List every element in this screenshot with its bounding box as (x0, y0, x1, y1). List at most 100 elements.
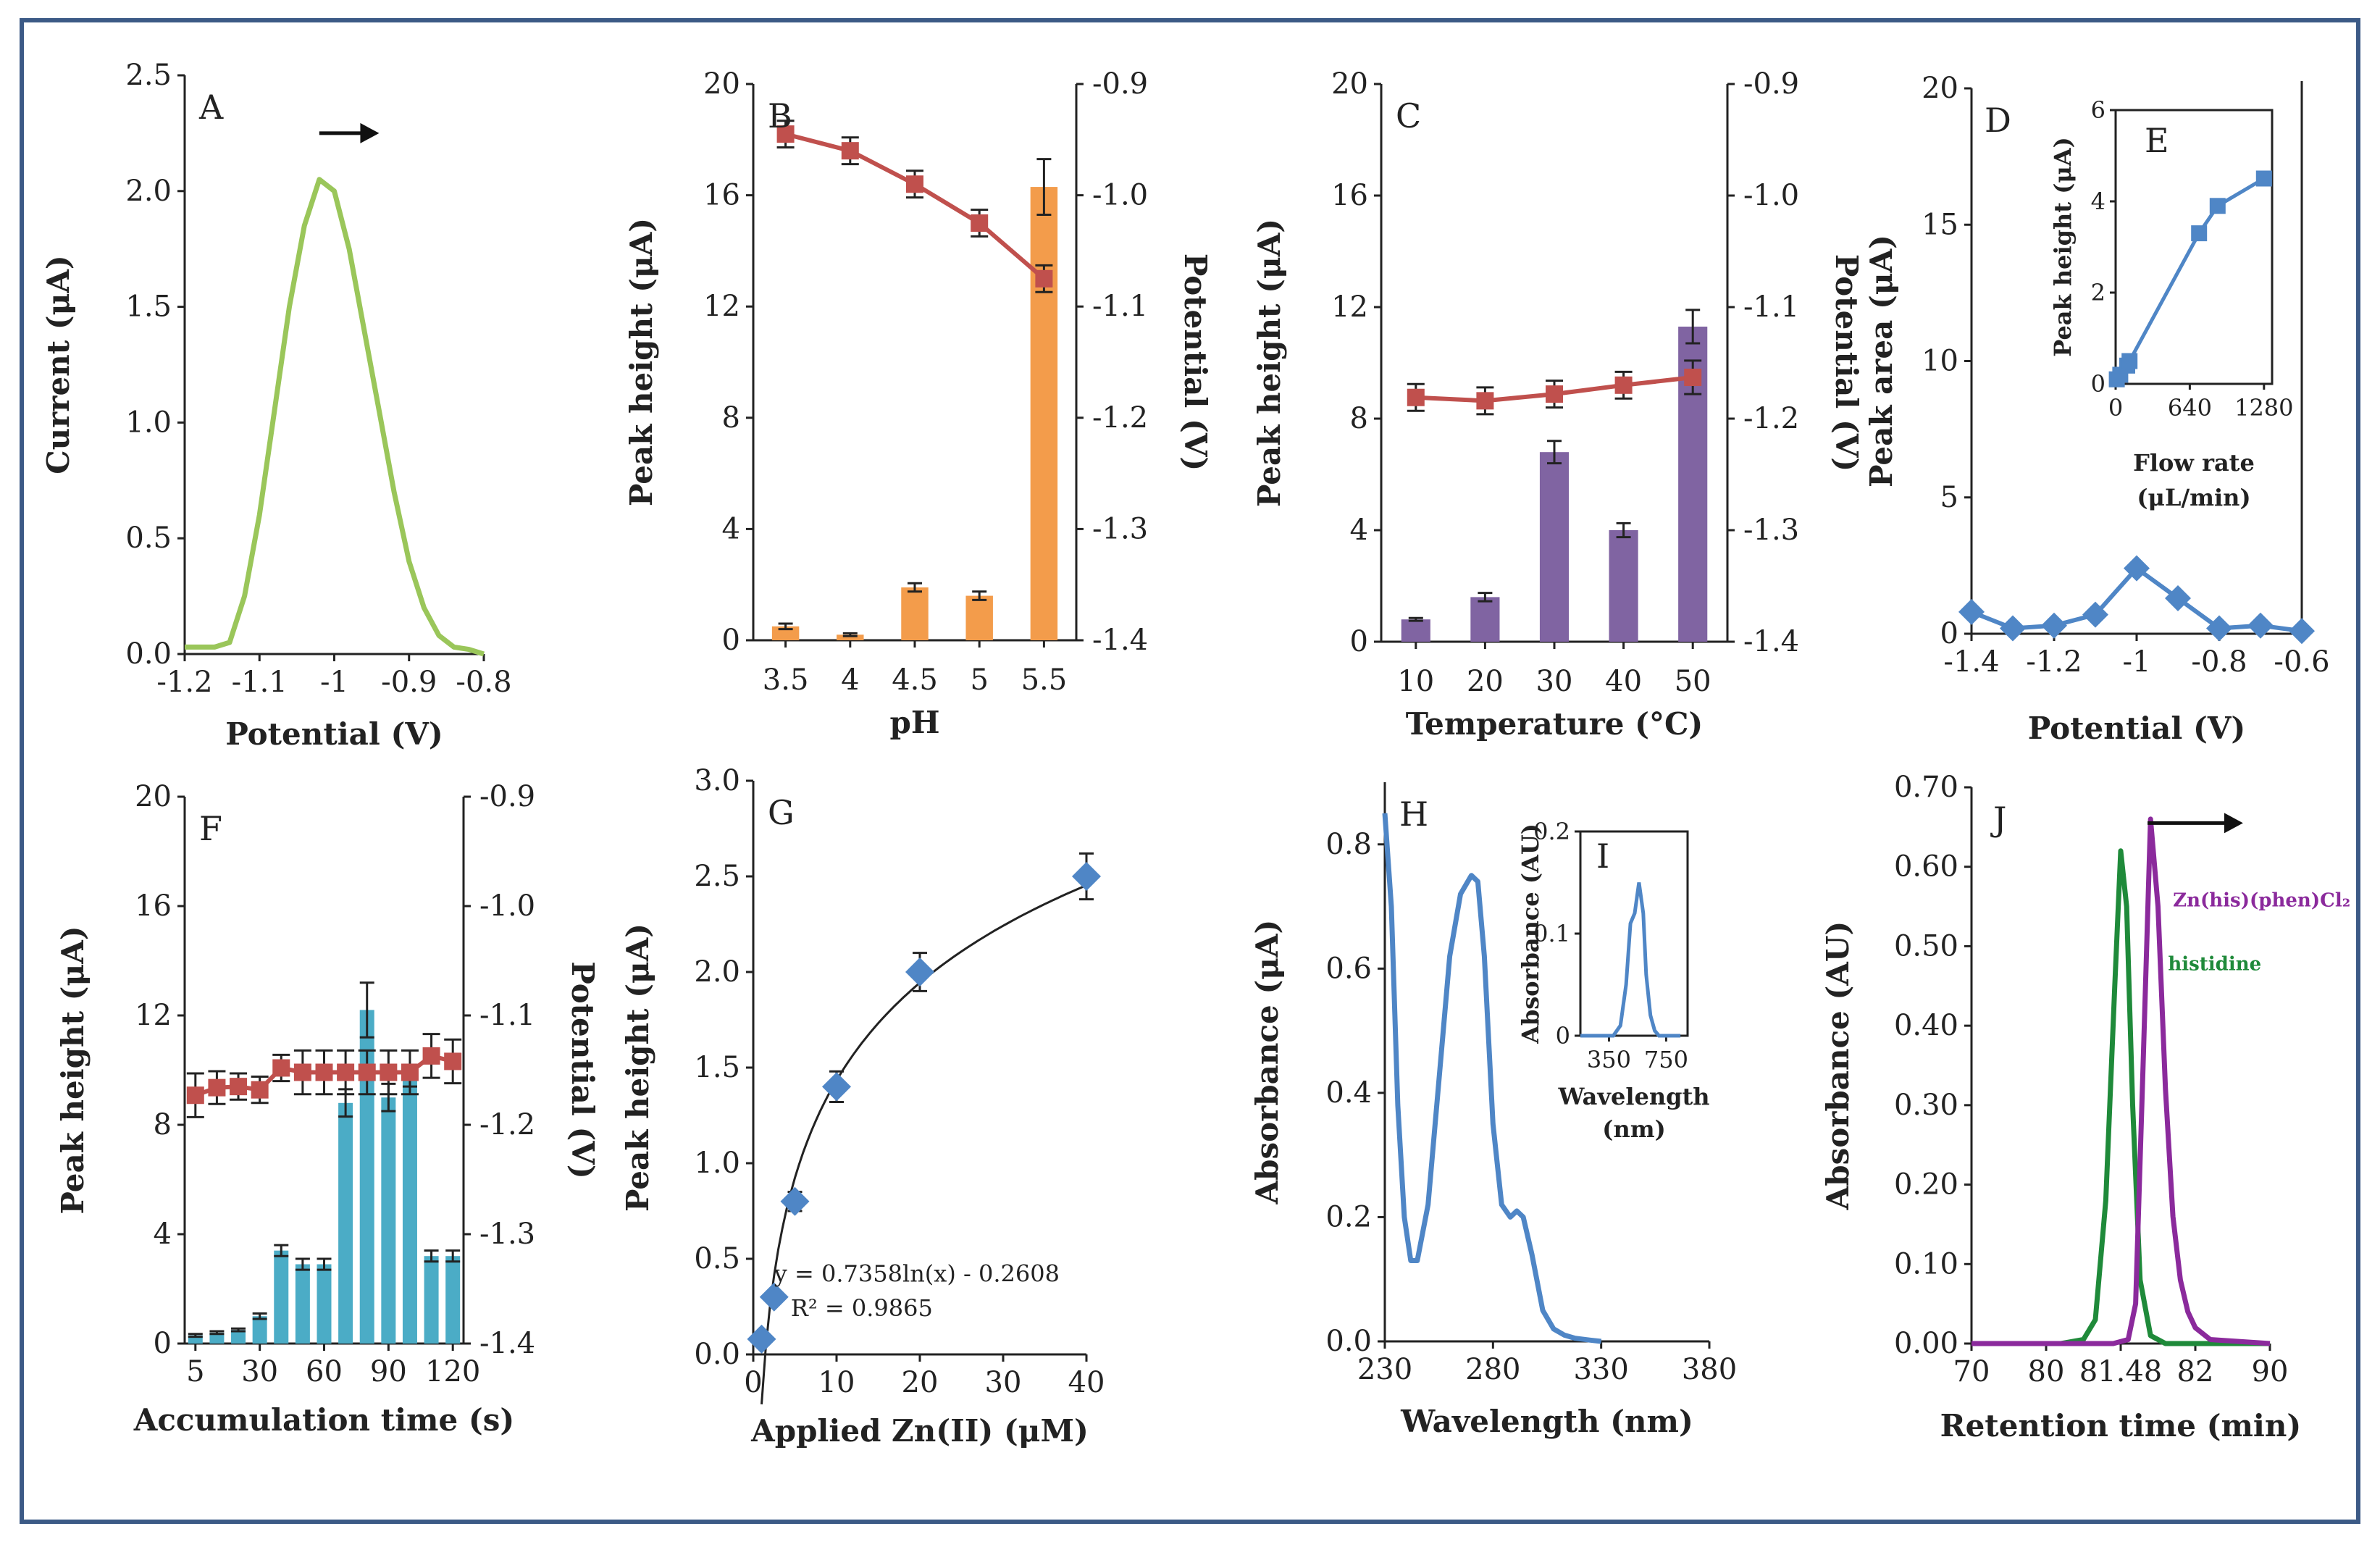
peak-area-point (2165, 585, 2191, 612)
x-tick-label: -0.9 (381, 666, 437, 699)
arrow-annotation: → (319, 112, 339, 139)
x-tick-label: 60 (306, 1355, 343, 1388)
complex-trace-line (1972, 816, 2271, 1346)
potential-point (971, 214, 989, 232)
data-point (759, 1282, 789, 1312)
y-tick-label: 8 (722, 401, 740, 435)
x-tick-label: 4.5 (892, 663, 938, 697)
bar (252, 1316, 267, 1344)
peak-area-point (1958, 598, 1985, 625)
potential-point (315, 1063, 333, 1081)
inset-i: 0 0.1 0.2 350 750 I Wavelength (nm) Absorbance (… (1517, 818, 1710, 1143)
y-tick-label: 4 (154, 1218, 172, 1251)
y-axis-title: Peak height (μA) (620, 923, 655, 1212)
y-tick-label: 0.0 (1325, 1325, 1372, 1358)
panel-g: 0.0 0.5 1.0 1.5 2.0 2.5 3.0 0 10 20 30 40 y = 0.7358… (620, 764, 1105, 1449)
x-tick-label: -1.2 (156, 666, 212, 699)
inset-x-tick-label: 0 (2108, 394, 2123, 422)
inset-x-title: Wavelength (1557, 1083, 1709, 1110)
x-tick-label: 330 (1573, 1353, 1628, 1386)
potential-point (186, 1086, 204, 1105)
peak-area-point (2289, 618, 2315, 645)
y-tick-label: 8 (154, 1108, 172, 1141)
potential-point (251, 1081, 269, 1099)
legend-complex: Zn(his)(phen)Cl₂ (2173, 890, 2350, 912)
voltammogram-line (185, 177, 485, 657)
potential-point (401, 1063, 419, 1081)
potential-point (272, 1059, 290, 1077)
y-tick-label: 20 (135, 780, 172, 813)
y-tick-label: 10 (1922, 345, 1958, 378)
bar (317, 1264, 332, 1344)
y2-tick-label: -1.3 (1092, 512, 1148, 545)
y-tick-label: 0.10 (1894, 1247, 1958, 1281)
y2-tick-label: -0.9 (1092, 67, 1148, 101)
y-tick-label: 0 (722, 624, 740, 657)
x-tick-label: 40 (1068, 1366, 1105, 1399)
bar (1539, 452, 1570, 642)
inset-point (2121, 353, 2138, 369)
bar (402, 1076, 417, 1344)
y-tick-label: 0 (1940, 617, 1958, 650)
x-tick-label: -0.8 (456, 666, 511, 699)
panel-a: 0.0 0.5 1.0 1.5 2.0 2.5 -1.2 -1.1 -1 -0.9 -0.8 Pote… (41, 59, 512, 752)
x-tick-label: 50 (1675, 665, 1711, 698)
y-tick-label: 0.00 (1894, 1327, 1958, 1360)
y-tick-label: 2.0 (125, 175, 172, 208)
inset-point (2255, 170, 2272, 187)
bar (231, 1330, 246, 1344)
y-tick-label: 12 (135, 999, 172, 1032)
y-tick-label: 2.5 (694, 860, 740, 893)
y-tick-label: 2.5 (125, 59, 172, 92)
x-tick-label: 10 (818, 1366, 855, 1399)
x-tick-label: 82 (2177, 1355, 2214, 1388)
peak-area-point (2041, 612, 2067, 639)
peak-area-point (2206, 615, 2232, 642)
panel-letter: G (768, 793, 795, 832)
x-tick-label: 5 (186, 1355, 204, 1388)
x-axis-title: Temperature (°C) (1406, 706, 1704, 742)
y2-tick-label: -1.2 (1092, 401, 1148, 435)
x-axis-title: Retention time (min) (1940, 1408, 2302, 1443)
y-tick-label: 20 (1922, 72, 1958, 105)
direction-arrow-head (360, 122, 380, 143)
y-tick-label: 16 (1331, 179, 1368, 212)
y2-tick-label: -1.1 (1092, 290, 1148, 323)
bar (188, 1335, 203, 1344)
x-tick-label: -1.4 (1943, 645, 1999, 679)
panel-letter: F (199, 809, 222, 848)
x-tick-label: -1 (2123, 645, 2151, 679)
panel-h: 0.0 0.2 0.4 0.6 0.8 230 280 330 380 Wavelength (n… (1249, 782, 1737, 1439)
bar (209, 1332, 225, 1344)
panel-c: 0 4 8 12 16 20 -1.4 -1.3 -1.2 -1.1 -1.0 -0.9 10 20 30 4… (1252, 67, 1864, 742)
panel-letter: H (1399, 795, 1428, 834)
inset-x-title-unit: (nm) (1602, 1115, 1665, 1143)
data-point (747, 1324, 776, 1354)
y2-tick-label: -1.2 (1743, 402, 1799, 435)
x-tick-label: 90 (2252, 1355, 2289, 1388)
y2-tick-label: -1.4 (479, 1327, 535, 1360)
x-tick-label: 40 (1605, 665, 1642, 698)
arrow-annotation: → (2148, 801, 2167, 829)
data-point (822, 1072, 851, 1102)
y2-tick-label: -1.4 (1092, 624, 1148, 657)
y-tick-label: 1.0 (125, 406, 172, 439)
y2-axis-title: Potential (V) (1829, 254, 1864, 472)
y2-tick-label: -1.1 (1743, 290, 1799, 324)
potential-point (380, 1063, 398, 1081)
potential-point (1035, 269, 1053, 288)
y-tick-label: 0.50 (1894, 929, 1958, 963)
potential-point (1407, 388, 1425, 406)
y2-tick-label: -1.3 (1743, 514, 1799, 547)
y-tick-label: 0.5 (694, 1242, 740, 1275)
y-tick-label: 0.8 (1325, 828, 1372, 861)
inset-y-title: Peak height (μA) (2049, 137, 2077, 356)
fit-equation: y = 0.7358ln(x) - 0.2608 (774, 1260, 1060, 1288)
direction-arrow-head (2224, 813, 2243, 834)
inset-x-tick-label: 1280 (2234, 394, 2293, 422)
potential-point (1546, 385, 1563, 403)
y-tick-label: 2.0 (694, 955, 740, 989)
panel-b: 0 4 8 12 16 20 -1.4 -1.3 -1.2 -1.1 -1.0 -0.9 3.5 4 4.5… (624, 67, 1213, 740)
x-tick-label: 120 (425, 1355, 480, 1388)
